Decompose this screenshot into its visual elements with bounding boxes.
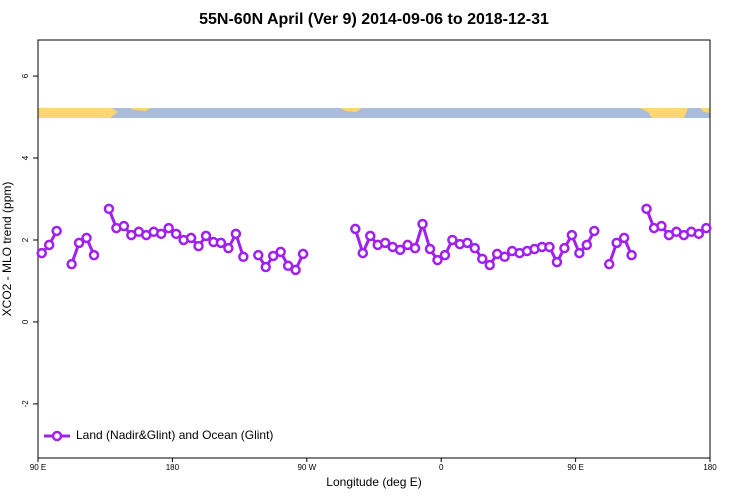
- point: [394, 244, 406, 256]
- point: [193, 240, 204, 252]
- x-tick-label: 180: [703, 463, 717, 472]
- point: [290, 264, 301, 276]
- land-ocean-strip: [38, 108, 710, 118]
- point: [559, 242, 570, 254]
- point: [581, 239, 593, 251]
- point: [350, 223, 361, 235]
- point: [439, 249, 451, 261]
- point: [626, 249, 637, 261]
- point: [51, 225, 62, 237]
- point: [462, 237, 473, 249]
- point: [155, 228, 167, 240]
- y-tick-label: 4: [21, 155, 30, 160]
- point: [238, 251, 249, 263]
- point: [641, 203, 652, 215]
- point: [275, 246, 286, 258]
- point: [253, 249, 264, 261]
- point: [424, 243, 436, 255]
- point: [223, 242, 234, 254]
- point: [66, 258, 77, 270]
- x-tick-label: 90 E: [30, 463, 46, 472]
- point: [357, 247, 369, 259]
- x-tick-label: 180: [166, 463, 180, 472]
- y-tick-label: 6: [21, 73, 30, 78]
- point: [103, 203, 115, 215]
- point: [282, 260, 294, 272]
- legend-marker: [51, 430, 63, 442]
- point: [693, 228, 705, 240]
- point: [73, 237, 85, 249]
- y-axis-label: XCO2 - MLO trend (ppm): [0, 182, 14, 317]
- plot-frame: [37, 39, 711, 459]
- point: [447, 234, 458, 246]
- point: [230, 228, 242, 240]
- point: [484, 259, 495, 271]
- point: [432, 254, 443, 266]
- point: [260, 261, 271, 273]
- legend-label: Land (Nadir&Glint) and Ocean (Glint): [76, 428, 273, 442]
- x-tick-label: 90 E: [567, 463, 583, 472]
- point: [477, 253, 488, 265]
- point: [499, 251, 510, 263]
- point: [215, 237, 227, 249]
- point: [603, 258, 615, 270]
- y-tick-label: 0: [21, 319, 30, 324]
- point: [574, 247, 585, 259]
- point: [551, 256, 563, 268]
- point: [81, 232, 92, 244]
- point: [417, 218, 428, 230]
- point: [118, 220, 130, 232]
- point: [618, 232, 630, 244]
- point: [566, 229, 578, 241]
- point: [365, 230, 376, 242]
- y-tick-label: 2: [21, 237, 30, 242]
- point: [200, 230, 212, 242]
- point: [409, 242, 421, 254]
- point: [43, 239, 55, 251]
- point: [589, 225, 600, 237]
- point: [297, 248, 309, 260]
- point: [88, 249, 100, 261]
- point: [163, 222, 174, 234]
- point: [36, 247, 47, 259]
- x-tick-label: 0: [439, 463, 444, 472]
- y-tick-label: -2: [21, 400, 30, 408]
- point: [267, 250, 279, 262]
- point: [379, 237, 391, 249]
- point: [656, 220, 667, 232]
- point: [170, 228, 182, 240]
- chart-title: 55N-60N April (Ver 9) 2014-09-06 to 2018…: [199, 11, 549, 28]
- x-tick-label: 90 W: [297, 463, 316, 472]
- point: [701, 222, 712, 234]
- point: [469, 242, 481, 254]
- point: [611, 237, 622, 249]
- point: [544, 241, 555, 253]
- x-axis-label: Longitude (deg E): [326, 475, 421, 489]
- point: [185, 232, 197, 244]
